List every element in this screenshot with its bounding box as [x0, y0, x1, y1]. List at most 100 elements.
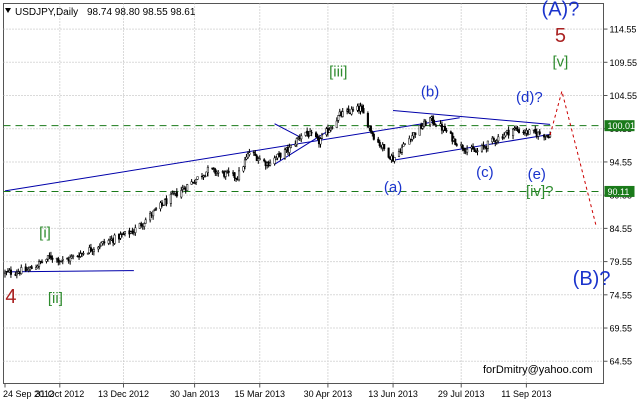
candle-body: [432, 116, 435, 124]
candle-body: [35, 267, 38, 270]
wave-label: (d)?: [516, 89, 543, 106]
candle-body: [341, 111, 344, 117]
candle-body: [309, 131, 312, 136]
chart-header-symbol: USDJPY,Daily: [15, 7, 78, 18]
candle-body: [49, 255, 52, 259]
wave-label: 4: [5, 286, 16, 308]
candle-body: [61, 258, 64, 261]
candle-body: [155, 208, 158, 210]
candle-body: [180, 190, 183, 198]
x-tick-label: 31 Oct 2012: [35, 389, 84, 399]
wave-labels: (A)? 5 [v] [iii] (b) (d)? (e)[iv]? (a) (c) [i] [ii…: [5, 0, 610, 308]
x-tick-label: 30 Jan 2013: [170, 389, 220, 399]
candle-body: [109, 239, 112, 242]
candle-body: [383, 144, 386, 149]
level-label: 90.11: [608, 187, 630, 197]
candle-body: [433, 122, 436, 125]
candle-body: [276, 154, 279, 159]
candle-body: [5, 271, 8, 273]
candle-body: [400, 146, 404, 153]
grid-layer: [3, 3, 604, 384]
candle-body: [113, 234, 116, 244]
wave-label: (c): [476, 164, 494, 181]
candle-body: [92, 249, 95, 252]
candle-body: [507, 129, 510, 136]
candle-body: [473, 149, 476, 152]
candle-body: [504, 131, 507, 137]
candle-body: [316, 136, 319, 138]
wave-label: (e): [528, 166, 546, 183]
candle-body: [397, 151, 401, 157]
wave-label: 5: [555, 25, 566, 47]
level-badge: [604, 185, 635, 197]
candle-body: [235, 177, 238, 180]
candle-body: [237, 170, 241, 181]
candle-body: [212, 168, 215, 170]
candle-body: [79, 253, 82, 257]
candle-body: [304, 131, 307, 136]
candle-body: [310, 132, 313, 134]
y-tick-label: 74.55: [610, 290, 633, 300]
candle-body: [36, 265, 39, 268]
candle-body: [352, 109, 355, 111]
candle-body: [86, 252, 89, 255]
trendline: [274, 123, 302, 139]
candle-body: [97, 246, 100, 250]
header-marker-icon: [5, 8, 11, 13]
wave-label: [iii]: [329, 64, 347, 81]
candle-body: [196, 176, 199, 180]
candle-body: [411, 135, 414, 140]
plot-frame: [3, 3, 604, 384]
y-tick-label: 94.55: [610, 157, 633, 167]
candle-body: [206, 167, 209, 173]
candle-body: [300, 135, 303, 140]
candle-body: [434, 125, 438, 127]
candle-body: [39, 260, 42, 263]
candle-body: [100, 242, 103, 247]
candle-body: [66, 258, 69, 260]
candle-body: [233, 172, 236, 178]
x-tick-label: 24 Sep 2012: [3, 389, 54, 399]
candle-body: [60, 260, 63, 262]
candle-body: [279, 152, 282, 158]
candle-body: [347, 108, 350, 113]
candle-body: [38, 261, 41, 267]
candle-body: [402, 143, 405, 147]
candle-body: [175, 191, 178, 197]
candle-body: [57, 258, 60, 263]
candle-body: [252, 151, 255, 154]
candle-body: [414, 132, 417, 136]
candle-body: [360, 105, 364, 110]
candle-body: [463, 148, 466, 151]
candle-body: [503, 134, 506, 138]
candle-body: [486, 140, 489, 149]
candle-body: [51, 257, 54, 260]
wave-label: (b): [421, 84, 439, 101]
candle-body: [248, 152, 251, 155]
candle-body: [107, 240, 110, 244]
wave-label: [ii]: [48, 290, 63, 307]
candle-body: [366, 113, 369, 128]
candle-body: [538, 131, 541, 135]
wave-label: [iv]?: [526, 183, 554, 200]
candle-body: [454, 138, 457, 145]
candle-body: [159, 202, 162, 209]
candle-body: [295, 138, 298, 145]
wave-label: (A)?: [542, 0, 580, 20]
candle-body: [258, 158, 261, 161]
y-tick-label: 104.55: [610, 91, 638, 101]
candle-body: [445, 129, 448, 132]
candle-body: [497, 136, 500, 142]
candle-body: [227, 170, 230, 173]
candle-body: [377, 138, 380, 143]
candle-body: [534, 129, 537, 133]
level-badge: [604, 120, 635, 132]
candlesticks: [3, 102, 552, 279]
candle-body: [103, 241, 106, 244]
candle-body: [82, 253, 85, 255]
y-tick-label: 114.55: [610, 25, 637, 35]
candle-body: [70, 256, 73, 259]
candle-body: [369, 125, 372, 132]
candle-body: [269, 162, 272, 166]
candle-body: [162, 204, 165, 206]
